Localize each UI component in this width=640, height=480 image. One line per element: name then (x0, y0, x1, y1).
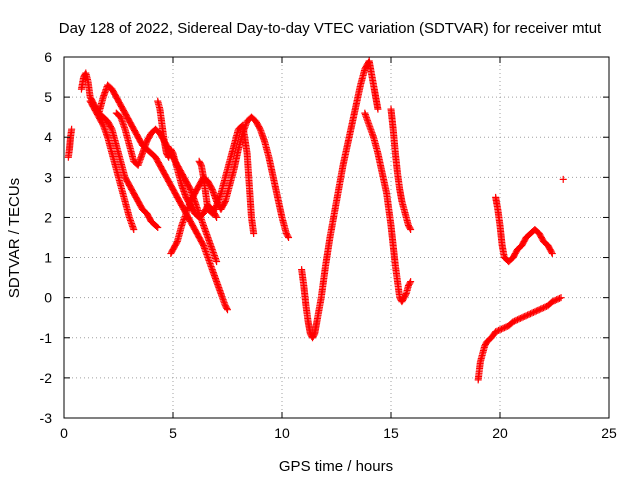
y-tick-label: 4 (44, 129, 52, 145)
data-point (221, 199, 229, 207)
data-point (406, 224, 414, 232)
data-point (130, 225, 138, 233)
y-tick-label: -3 (40, 410, 53, 426)
y-tick-label: -2 (40, 370, 53, 386)
data-points (64, 57, 567, 384)
data-point (548, 248, 556, 256)
data-point (154, 223, 162, 231)
x-tick-label: 10 (274, 425, 290, 441)
series-arc-f (167, 113, 293, 258)
y-tick-label: 6 (44, 49, 52, 65)
x-tick-label: 20 (492, 425, 508, 441)
y-tick-label: 2 (44, 209, 52, 225)
x-axis-label: GPS time / hours (279, 458, 393, 475)
series-arc-g (195, 121, 258, 237)
data-point (548, 250, 556, 258)
data-point (402, 291, 410, 299)
data-point (173, 239, 181, 247)
series-arc-c (86, 97, 138, 233)
series-point-late (559, 175, 567, 183)
x-tick-label: 25 (601, 425, 617, 441)
data-point (557, 294, 565, 302)
chart-title: Day 128 of 2022, Sidereal Day-to-day VTE… (59, 20, 602, 37)
series-arc-b (95, 81, 231, 314)
series-arc-i (361, 109, 415, 306)
y-tick-label: 3 (44, 169, 52, 185)
series-arc-k (474, 294, 565, 384)
x-tick-label: 15 (383, 425, 399, 441)
x-tick-label: 0 (60, 425, 68, 441)
data-point (556, 294, 564, 302)
data-point (168, 148, 176, 156)
data-point (107, 124, 115, 132)
data-point (153, 222, 161, 230)
axis-ticks: 0 5 10 15 20 25 -3 -2 -1 0 1 2 3 4 5 6 (40, 49, 617, 441)
data-point (374, 105, 382, 113)
data-point (285, 234, 293, 241)
data-point (250, 229, 258, 237)
series-arc-h (298, 57, 382, 342)
data-point (284, 232, 292, 240)
data-point (213, 258, 221, 266)
data-point (224, 306, 231, 314)
data-point (559, 175, 567, 183)
series-arc-l (492, 193, 556, 266)
y-tick-label: 0 (44, 290, 52, 306)
y-tick-label: 5 (44, 89, 52, 105)
y-tick-label: 1 (44, 250, 52, 266)
data-point (406, 279, 414, 287)
series-arc-d (112, 109, 221, 266)
data-point (212, 212, 220, 220)
series-arc-early (64, 125, 76, 161)
data-point (223, 304, 231, 312)
data-point (213, 213, 221, 221)
x-tick-label: 5 (169, 425, 177, 441)
plot-frame (63, 56, 610, 419)
data-point (407, 278, 415, 286)
data-point (68, 125, 76, 133)
series-arc-j (387, 105, 415, 233)
data-point (407, 225, 415, 233)
y-axis-label: SDTVAR / TECUs (6, 178, 23, 298)
y-tick-label: -1 (40, 330, 53, 346)
